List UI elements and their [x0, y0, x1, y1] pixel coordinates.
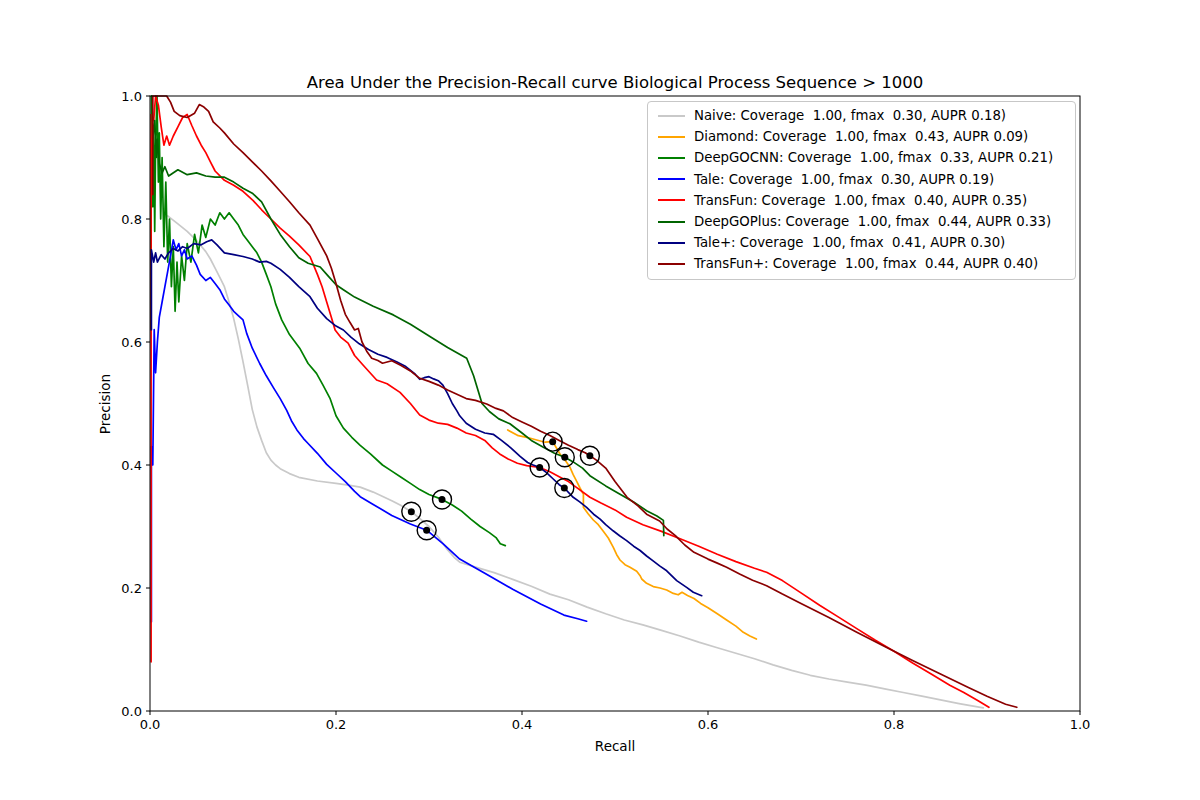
x-tick-label: 0.4	[512, 717, 533, 732]
y-tick-label: 0.4	[121, 458, 142, 473]
y-tick-label: 0.0	[121, 704, 142, 719]
legend-swatch-DeepGOPlus	[658, 221, 685, 223]
legend-item-DeepGOCNN: DeepGOCNN: Coverage 1.00, fmax 0.33, AUP…	[648, 147, 1075, 168]
legend-item-TransFun+: TransFun+: Coverage 1.00, fmax 0.44, AUP…	[648, 253, 1075, 274]
x-axis-label: Recall	[150, 738, 1080, 754]
y-axis-label: Precision	[97, 374, 113, 434]
legend-swatch-TransFun	[658, 199, 685, 201]
legend-item-DeepGOPlus: DeepGOPlus: Coverage 1.00, fmax 0.44, AU…	[648, 211, 1075, 232]
chart-title: Area Under the Precision-Recall curve Bi…	[150, 73, 1080, 92]
legend-item-TransFun: TransFun: Coverage 1.00, fmax 0.40, AUPR…	[648, 190, 1075, 211]
legend-swatch-Tale+	[658, 242, 685, 244]
legend-label-Tale+: Tale+: Coverage 1.00, fmax 0.41, AUPR 0.…	[694, 235, 1005, 250]
legend: Naive: Coverage 1.00, fmax 0.30, AUPR 0.…	[647, 101, 1076, 280]
legend-swatch-Tale	[658, 178, 685, 180]
legend-label-TransFun+: TransFun+: Coverage 1.00, fmax 0.44, AUP…	[694, 256, 1038, 271]
x-tick-label: 1.0	[1070, 717, 1091, 732]
legend-swatch-TransFun+	[658, 263, 685, 265]
y-tick-label: 0.2	[121, 581, 142, 596]
legend-swatch-Diamond	[658, 136, 685, 138]
fmax-dot-Naive	[408, 508, 415, 515]
legend-item-Diamond: Diamond: Coverage 1.00, fmax 0.43, AUPR …	[648, 126, 1075, 147]
y-tick-label: 0.6	[121, 335, 142, 350]
legend-label-Naive: Naive: Coverage 1.00, fmax 0.30, AUPR 0.…	[694, 108, 1006, 123]
x-tick-label: 0.2	[326, 717, 347, 732]
x-tick-label: 0.0	[140, 717, 161, 732]
legend-label-DeepGOPlus: DeepGOPlus: Coverage 1.00, fmax 0.44, AU…	[694, 214, 1051, 229]
y-tick-label: 1.0	[121, 89, 142, 104]
legend-item-Naive: Naive: Coverage 1.00, fmax 0.30, AUPR 0.…	[648, 105, 1075, 126]
legend-label-Diamond: Diamond: Coverage 1.00, fmax 0.43, AUPR …	[694, 129, 1028, 144]
y-tick-label: 0.8	[121, 212, 142, 227]
x-tick-label: 0.6	[698, 717, 719, 732]
series-line-Diamond	[508, 430, 757, 639]
legend-label-DeepGOCNN: DeepGOCNN: Coverage 1.00, fmax 0.33, AUP…	[694, 150, 1053, 165]
legend-item-Tale+: Tale+: Coverage 1.00, fmax 0.41, AUPR 0.…	[648, 232, 1075, 253]
series-line-Tale	[151, 240, 586, 622]
fmax-dot-TransFun+	[586, 452, 593, 459]
legend-swatch-Naive	[658, 115, 685, 117]
series-line-DeepGOPlus	[152, 96, 664, 536]
fmax-dot-Tale	[423, 527, 430, 534]
legend-swatch-DeepGOCNN	[658, 157, 685, 159]
legend-label-TransFun: TransFun: Coverage 1.00, fmax 0.40, AUPR…	[694, 193, 1027, 208]
legend-label-Tale: Tale: Coverage 1.00, fmax 0.30, AUPR 0.1…	[694, 172, 994, 187]
fmax-dot-Diamond	[549, 438, 556, 445]
fmax-dot-DeepGOCNN	[439, 496, 446, 503]
fmax-dot-TransFun	[536, 464, 543, 471]
legend-item-Tale: Tale: Coverage 1.00, fmax 0.30, AUPR 0.1…	[648, 169, 1075, 190]
fmax-dot-Tale+	[561, 485, 568, 492]
fmax-dot-DeepGOPlus	[561, 454, 568, 461]
figure: 0.0 0.2 0.4 0.6 0.8 1.0 0.0 0.2 0.4 0.6 0.8 1.0 Are…	[0, 0, 1200, 800]
x-tick-label: 0.8	[884, 717, 905, 732]
